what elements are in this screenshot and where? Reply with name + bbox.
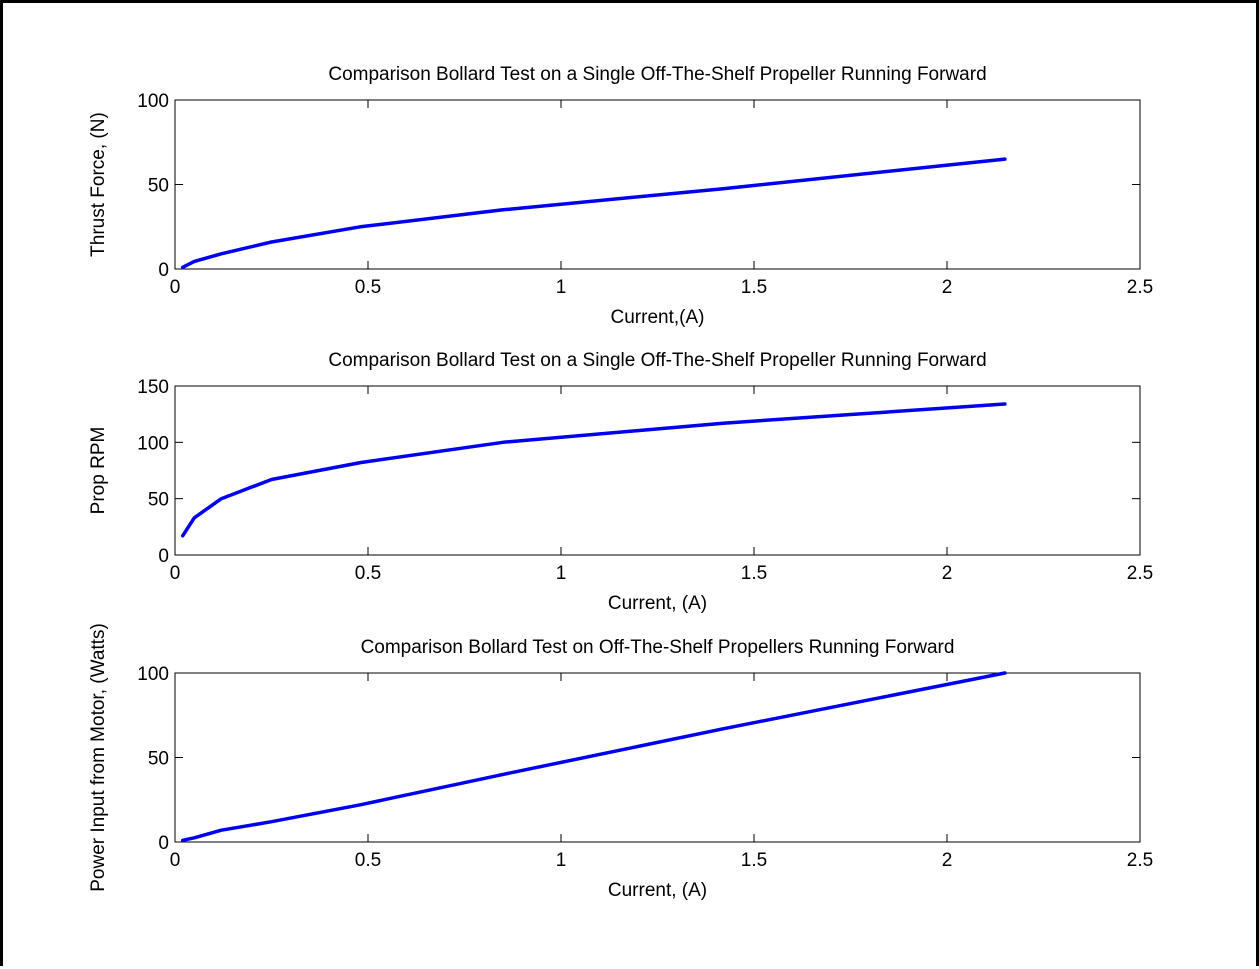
data-point [270, 478, 273, 481]
data-point [722, 422, 724, 424]
data-point [220, 829, 223, 831]
y-tick-label: 0 [158, 833, 169, 854]
y-tick-label: 100 [137, 433, 169, 454]
data-line [180, 671, 1007, 843]
x-tick-label: 1.5 [741, 850, 767, 871]
x-tick-label: 0.5 [355, 563, 381, 584]
data-point [220, 252, 223, 255]
data-point [722, 187, 724, 190]
x-axis-label: Current,(A) [611, 307, 705, 328]
x-tick-label: 0.5 [355, 277, 381, 298]
y-tick-label: 50 [148, 176, 169, 197]
chart-title: Comparison Bollard Test on a Single Off-… [328, 350, 986, 371]
x-tick-label: 0 [170, 277, 181, 298]
data-point [193, 836, 196, 839]
x-tick-label: 0 [170, 563, 181, 584]
y-tick-label: 100 [137, 91, 169, 112]
data-point [1004, 403, 1006, 405]
data-point [270, 820, 273, 823]
data-point [181, 266, 184, 269]
data-point [181, 839, 184, 842]
data-point [502, 773, 504, 776]
x-tick-label: 2 [942, 563, 953, 584]
data-point [359, 225, 362, 228]
x-tick-label: 2 [942, 277, 953, 298]
axes-frame [174, 385, 1141, 556]
data-point [359, 461, 362, 464]
y-axis-label: Thrust Force, (N) [88, 112, 109, 257]
data-line [180, 402, 1007, 538]
data-point [270, 241, 273, 243]
x-tick-label: 0 [170, 850, 181, 871]
x-tick-label: 1 [556, 850, 567, 871]
x-axis-label: Current, (A) [608, 880, 707, 901]
data-point [502, 441, 504, 444]
data-point [722, 727, 724, 730]
y-tick-label: 100 [137, 664, 169, 685]
x-tick-label: 2 [942, 850, 953, 871]
data-point [193, 517, 196, 519]
x-tick-label: 2.5 [1127, 850, 1153, 871]
chart-title: Comparison Bollard Test on Off-The-Shelf… [361, 637, 955, 658]
y-tick-label: 150 [137, 377, 169, 398]
data-point [359, 804, 362, 806]
x-tick-label: 1.5 [741, 277, 767, 298]
x-axis-label: Current, (A) [608, 593, 707, 614]
chart-title: Comparison Bollard Test on a Single Off-… [328, 64, 986, 85]
data-line [180, 157, 1007, 270]
subplot-1: 0 0.5 1 1.5 2 2.5 0 50 100 Comparison Bollard Tes… [88, 64, 1153, 328]
x-tick-label: 1 [556, 277, 567, 298]
subplot-2: 0 0.5 1 1.5 2 2.5 0 50 100 150 Comparison Bollard … [88, 350, 1153, 614]
x-tick-label: 0.5 [355, 850, 381, 871]
y-tick-label: 50 [148, 490, 169, 511]
x-tick-label: 2.5 [1127, 563, 1153, 584]
data-point [1004, 672, 1006, 674]
y-tick-label: 0 [158, 546, 169, 567]
subplot-3: 0 0.5 1 1.5 2 2.5 0 50 100 Comparison Bollard Tes… [88, 623, 1153, 901]
axes-frame [174, 99, 1141, 270]
data-point [181, 535, 184, 537]
data-point [220, 497, 223, 500]
data-point [502, 209, 504, 211]
x-tick-label: 2.5 [1127, 277, 1153, 298]
data-point [193, 260, 196, 263]
data-point [1004, 158, 1006, 160]
y-tick-label: 0 [158, 260, 169, 281]
x-tick-label: 1 [556, 563, 567, 584]
y-tick-label: 50 [148, 749, 169, 770]
y-axis-label: Prop RPM [88, 427, 109, 515]
y-axis-label: Power Input from Motor, (Watts) [88, 623, 109, 892]
axes-frame [174, 672, 1141, 843]
x-tick-label: 1.5 [741, 563, 767, 584]
